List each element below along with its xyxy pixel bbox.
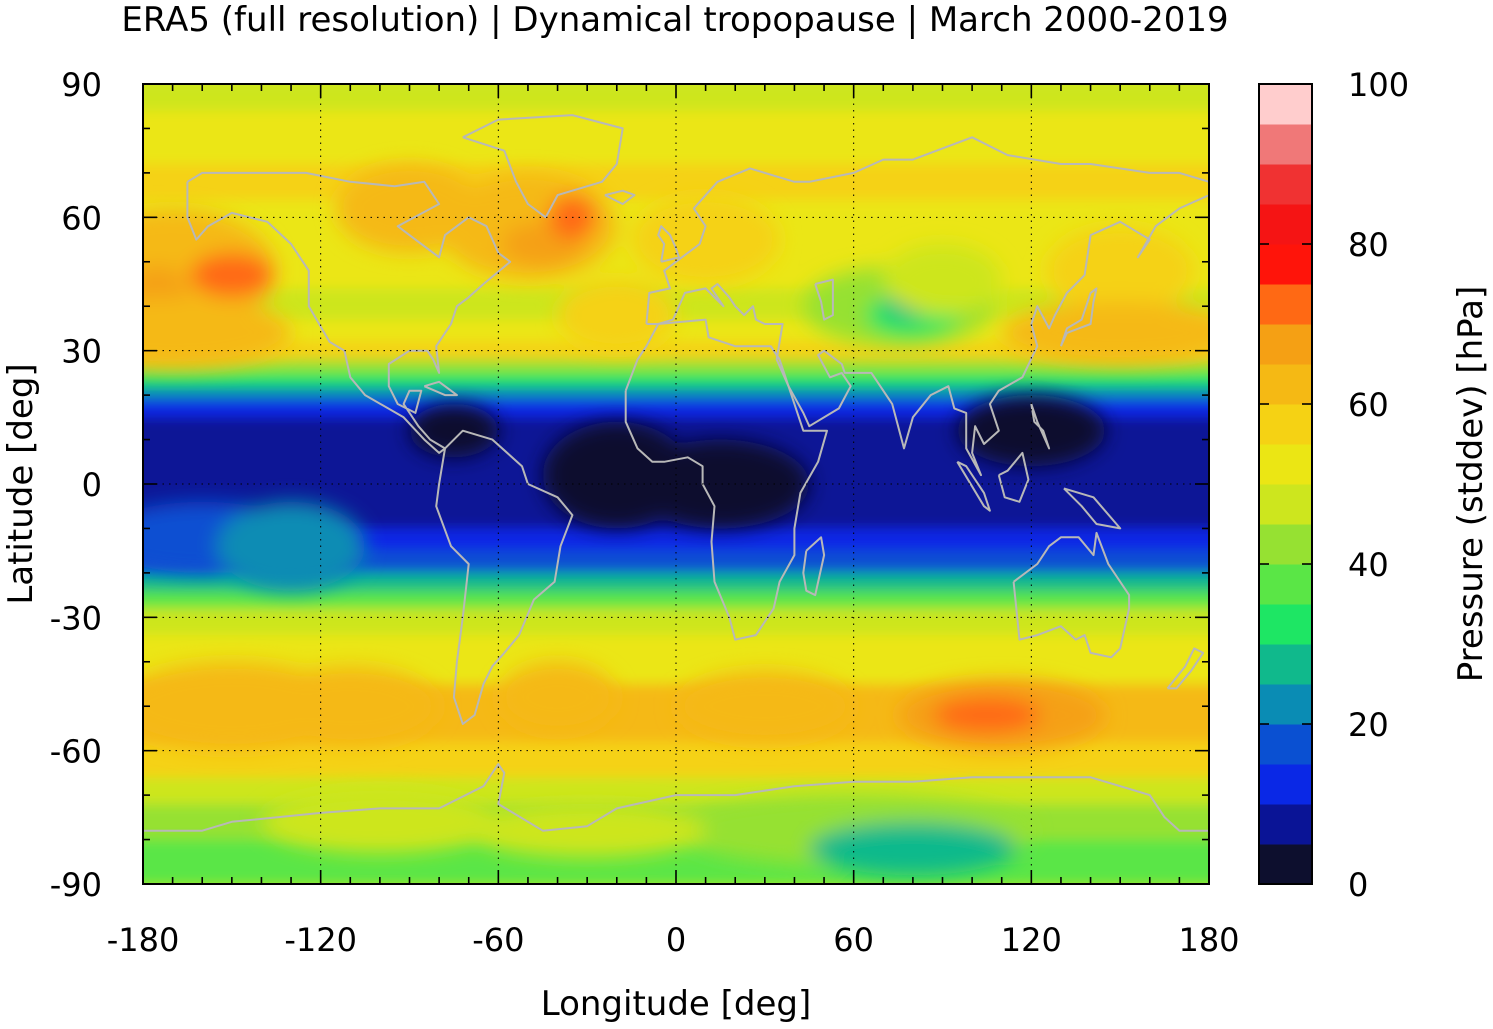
coastline-philippines bbox=[1030, 403, 1051, 450]
colorbar-swatch bbox=[1259, 444, 1312, 485]
coastline-north-america bbox=[186, 171, 512, 454]
coastline-africa bbox=[624, 318, 828, 641]
colorbar-swatch bbox=[1259, 484, 1312, 525]
coastline-japan bbox=[1059, 287, 1098, 347]
coastline-arabia-sea bbox=[769, 345, 781, 361]
anomaly-region bbox=[809, 821, 1017, 876]
x-tick-label: -60 bbox=[472, 921, 524, 959]
anomaly-region bbox=[1001, 301, 1209, 364]
colorbar-label: Pressure (stddev) [hPa] bbox=[1451, 286, 1491, 682]
colorbar-tick-label: 0 bbox=[1348, 866, 1368, 904]
coastline-new-zealand bbox=[1166, 647, 1205, 690]
anomaly-region bbox=[631, 195, 780, 284]
colorbar-swatch bbox=[1259, 724, 1312, 765]
coastline-iceland bbox=[604, 189, 636, 205]
colorbar-swatch bbox=[1259, 124, 1312, 165]
y-tick-label: 0 bbox=[82, 466, 102, 504]
colorbar-tick-label: 100 bbox=[1348, 66, 1409, 104]
axis-ticks bbox=[142, 83, 1210, 885]
x-axis-label: Longitude [deg] bbox=[541, 984, 812, 1024]
coastline-eurasia bbox=[645, 136, 1209, 477]
colorbar-swatch bbox=[1259, 804, 1312, 845]
anomaly-region bbox=[557, 279, 676, 351]
zonal-band bbox=[143, 386, 1209, 401]
anomaly-region bbox=[883, 243, 1002, 316]
colorbar-swatch bbox=[1259, 204, 1312, 245]
coastline-south-america bbox=[435, 429, 574, 725]
anomaly-region bbox=[631, 439, 810, 529]
coastline-new-guinea bbox=[1063, 487, 1122, 530]
anomaly-region bbox=[409, 404, 499, 458]
y-axis-label: Latitude [deg] bbox=[1, 363, 41, 604]
colorbar-swatch bbox=[1259, 84, 1312, 125]
coastline-australia bbox=[1012, 531, 1131, 659]
anomaly-region bbox=[1046, 226, 1195, 316]
anomaly-region bbox=[468, 804, 706, 858]
y-tick-label: 30 bbox=[61, 333, 102, 371]
anomaly-region bbox=[261, 666, 440, 747]
zonal-band bbox=[143, 777, 1209, 805]
colorbar-swatch bbox=[1259, 684, 1312, 725]
y-tick-labels: 90 60 30 0 -30 -60 -90 bbox=[50, 66, 102, 904]
y-tick-label: 90 bbox=[61, 66, 102, 104]
coastline-caspian bbox=[814, 278, 834, 321]
colorbar-swatch bbox=[1259, 644, 1312, 685]
colorbar-tick-label: 60 bbox=[1348, 386, 1389, 424]
zonal-band bbox=[143, 359, 1209, 374]
chart-title: ERA5 (full resolution) | Dynamical tropo… bbox=[121, 0, 1229, 40]
x-tick-label: -120 bbox=[284, 921, 357, 959]
colorbar-swatch bbox=[1259, 284, 1312, 325]
y-tick-label: 60 bbox=[61, 199, 102, 237]
contour-field bbox=[143, 84, 1209, 884]
zonal-band bbox=[143, 608, 1209, 637]
colorbar-frame bbox=[1258, 83, 1313, 885]
anomaly-region bbox=[933, 697, 1041, 733]
x-tick-label: 120 bbox=[1001, 921, 1062, 959]
colorbar-swatch bbox=[1259, 324, 1312, 365]
colorbar-swatch bbox=[1259, 844, 1312, 885]
x-tick-label: -180 bbox=[107, 921, 180, 959]
x-tick-label: 0 bbox=[666, 921, 686, 959]
x-tick-label: 60 bbox=[833, 921, 874, 959]
coastline-borneo bbox=[997, 451, 1030, 503]
colorbar-tick-label: 80 bbox=[1348, 226, 1389, 264]
anomaly-region bbox=[957, 395, 1106, 467]
coastline-sumatra bbox=[956, 460, 991, 512]
zonal-band bbox=[143, 572, 1209, 592]
anomaly-region bbox=[498, 661, 617, 733]
colorbar-swatch bbox=[1259, 764, 1312, 805]
colorbar-swatch bbox=[1259, 524, 1312, 565]
colorbar-ticks bbox=[1259, 83, 1312, 885]
anomaly-region bbox=[261, 790, 499, 853]
anomaly-region bbox=[217, 501, 366, 591]
coastlines bbox=[143, 114, 1209, 832]
y-tick-label: -60 bbox=[50, 733, 102, 771]
colorbar-tick-label: 20 bbox=[1348, 706, 1389, 744]
colorbar-swatch bbox=[1259, 164, 1312, 205]
anomaly-region bbox=[190, 252, 274, 298]
anomaly-region bbox=[676, 670, 854, 742]
coastline-greenland bbox=[462, 114, 624, 219]
x-tick-label: 180 bbox=[1178, 921, 1239, 959]
colorbar-swatch bbox=[1259, 404, 1312, 445]
y-tick-label: -30 bbox=[50, 599, 102, 637]
zonal-band bbox=[143, 590, 1209, 610]
coastline-uk bbox=[657, 225, 680, 263]
coastline-cuba bbox=[423, 380, 458, 397]
colorbar-swatch bbox=[1259, 564, 1312, 605]
gridlines bbox=[143, 84, 1209, 884]
y-tick-label: -90 bbox=[50, 866, 102, 904]
colorbar-swatch bbox=[1259, 604, 1312, 645]
coastline-antarctica bbox=[143, 763, 1209, 832]
zonal-band bbox=[143, 372, 1209, 388]
colorbar-swatch bbox=[1259, 364, 1312, 405]
colorbar bbox=[1259, 84, 1312, 885]
colorbar-tick-label: 40 bbox=[1348, 546, 1389, 584]
colorbar-tick-labels: 0 20 40 60 80 100 bbox=[1348, 66, 1409, 904]
colorbar-swatch bbox=[1259, 244, 1312, 285]
coastline-madagascar bbox=[802, 536, 826, 597]
zonal-band bbox=[143, 550, 1209, 574]
x-tick-labels: -180 -120 -60 0 60 120 180 bbox=[107, 921, 1240, 959]
